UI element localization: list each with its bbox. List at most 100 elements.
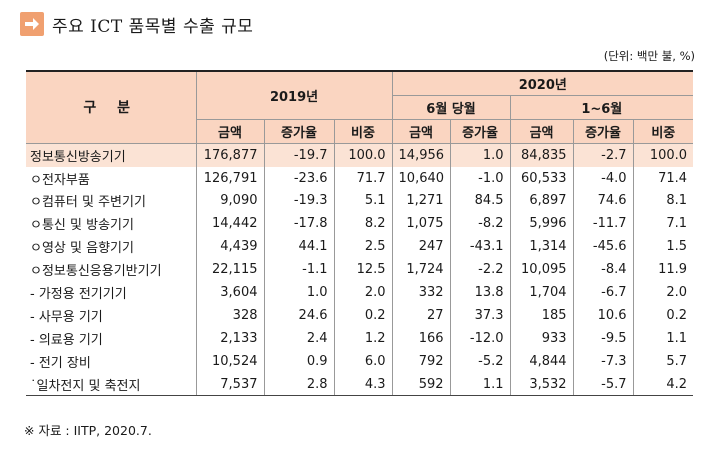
table-cell: 7,537 <box>195 372 264 397</box>
table-cell: 10,524 <box>195 349 264 373</box>
table-cell: 0.2 <box>333 303 393 327</box>
table-cell: 3,604 <box>195 281 264 304</box>
table-row: ㅇ컴퓨터 및 주변기기 9,090 -19.3 5.1 1,271 84.5 6,897 74… <box>26 189 694 213</box>
table-cell: 2.0 <box>632 281 694 304</box>
table-cell: 0.2 <box>632 303 694 327</box>
table-cell: 592 <box>391 372 451 397</box>
header-growth: 증가율 <box>449 119 511 144</box>
table-cell: 176,877 <box>195 142 264 167</box>
table-cell: -45.6 <box>572 235 634 259</box>
table-cell: 10,095 <box>509 258 574 282</box>
table-cell: 185 <box>509 303 574 327</box>
table-cell: 10,640 <box>391 166 451 190</box>
table-cell: 792 <box>391 349 451 373</box>
table-cell: 1.1 <box>632 326 694 350</box>
header-share: 비중 <box>333 119 393 144</box>
table-cell: 247 <box>391 235 451 259</box>
table-cell: 60,533 <box>509 166 574 190</box>
row-label: - 가정용 전기기기 <box>30 286 127 302</box>
table-cell: 11.9 <box>632 258 694 282</box>
table-cell: 14,956 <box>391 142 451 167</box>
table-cell: 2.4 <box>263 326 334 350</box>
row-label: 정보통신방송기기 <box>26 142 196 167</box>
table-cell: 0.9 <box>263 349 334 373</box>
table-row: ㅇ정보통신응용기반기기 22,115 -1.1 12.5 1,724 -2.2 10,095… <box>26 258 694 282</box>
table-cell: 2,133 <box>195 326 264 350</box>
table-cell: 14,442 <box>195 212 264 236</box>
table-row: - 전기 장비 10,524 0.9 6.0 792 -5.2 4,844 -7.3 5.7 <box>26 349 694 373</box>
row-label: ㅇ전자부품 <box>30 172 90 188</box>
table-cell: 1.0 <box>449 142 511 167</box>
arrow-right-icon <box>20 12 44 36</box>
table-cell: 933 <box>509 326 574 350</box>
table-cell: 84,835 <box>509 142 574 167</box>
table-cell: 4.3 <box>333 372 393 397</box>
header-jan-jun: 1~6월 <box>509 95 694 120</box>
table-cell: -5.7 <box>572 372 634 397</box>
table-cell: 84.5 <box>449 189 511 213</box>
table-cell: 166 <box>391 326 451 350</box>
table-cell: 22,115 <box>195 258 264 282</box>
header-2019: 2019년 <box>195 69 393 120</box>
header-share: 비중 <box>632 119 694 144</box>
table-cell: 5,996 <box>509 212 574 236</box>
header-2020: 2020년 <box>391 69 694 96</box>
table-row: - 의료용 기기 2,133 2.4 1.2 166 -12.0 933 -9.5 1.1 <box>26 326 694 350</box>
row-label: ㅇ컴퓨터 및 주변기기 <box>30 195 146 211</box>
header-growth: 증가율 <box>263 119 334 144</box>
table-cell: 8.2 <box>333 212 393 236</box>
export-table: 구 분 2019년 2020년 6월 당월 1~6월 금액 증가율 비중 금액 … <box>26 69 694 397</box>
table-cell: 5.1 <box>333 189 393 213</box>
table-cell: 3,532 <box>509 372 574 397</box>
table-cell: -2.2 <box>449 258 511 282</box>
table-cell: 37.3 <box>449 303 511 327</box>
table-cell: 71.7 <box>333 166 393 190</box>
table-cell: 44.1 <box>263 235 334 259</box>
row-label: ㅇ통신 및 방송기기 <box>30 218 134 234</box>
table-row: ㅇ통신 및 방송기기 14,442 -17.8 8.2 1,075 -8.2 5,996 -1… <box>26 212 694 236</box>
row-label: ㅇ정보통신응용기반기기 <box>30 264 162 280</box>
table-cell: 8.1 <box>632 189 694 213</box>
header-category: 구 분 <box>26 69 196 144</box>
title-row: 주요 ICT 품목별 수출 규모 <box>20 10 253 38</box>
table-cell: 12.5 <box>333 258 393 282</box>
table-cell: 9,090 <box>195 189 264 213</box>
row-label: ㅇ영상 및 음향기기 <box>30 241 134 257</box>
table-cell: -5.2 <box>449 349 511 373</box>
table-cell: 6,897 <box>509 189 574 213</box>
table-cell: -19.7 <box>263 142 334 167</box>
table-cell: 10.6 <box>572 303 634 327</box>
table-cell: 2.8 <box>263 372 334 397</box>
table-cell: -6.7 <box>572 281 634 304</box>
table-title: 주요 ICT 품목별 수출 규모 <box>52 16 254 37</box>
table-cell: 1.2 <box>333 326 393 350</box>
table-cell: -7.3 <box>572 349 634 373</box>
table-cell: 100.0 <box>632 142 694 167</box>
table-cell: 71.4 <box>632 166 694 190</box>
table-cell: -1.1 <box>263 258 334 282</box>
table-cell: -19.3 <box>263 189 334 213</box>
table-cell: 126,791 <box>195 166 264 190</box>
source-note: ※ 자료 : IITP, 2020.7. <box>24 423 152 438</box>
table-cell: 2.0 <box>333 281 393 304</box>
header-june: 6월 당월 <box>391 95 511 120</box>
table-cell: 4.2 <box>632 372 694 397</box>
table-cell: -43.1 <box>449 235 511 259</box>
table-cell: -17.8 <box>263 212 334 236</box>
table-cell: 100.0 <box>333 142 393 167</box>
table-cell: 1,075 <box>391 212 451 236</box>
table-row: - 사무용 기기 328 24.6 0.2 27 37.3 185 10.6 0.2 <box>26 303 694 327</box>
unit-label: (단위: 백만 불, %) <box>603 49 695 63</box>
table-cell: -8.2 <box>449 212 511 236</box>
header-amount: 금액 <box>195 119 264 144</box>
table-cell: -23.6 <box>263 166 334 190</box>
table-body: 정보통신방송기기 176,877 -19.7 100.0 14,956 1.0 84,835… <box>26 142 694 397</box>
table-cell: 1.5 <box>632 235 694 259</box>
table-cell: 1,704 <box>509 281 574 304</box>
table-cell: 1.0 <box>263 281 334 304</box>
table-cell: -8.4 <box>572 258 634 282</box>
table-row: ˙일차전지 및 축전지 7,537 2.8 4.3 592 1.1 3,532 -5.7 4.2 <box>26 372 694 397</box>
header-growth: 증가율 <box>572 119 634 144</box>
row-label: - 전기 장비 <box>30 355 91 371</box>
table-cell: 1,314 <box>509 235 574 259</box>
